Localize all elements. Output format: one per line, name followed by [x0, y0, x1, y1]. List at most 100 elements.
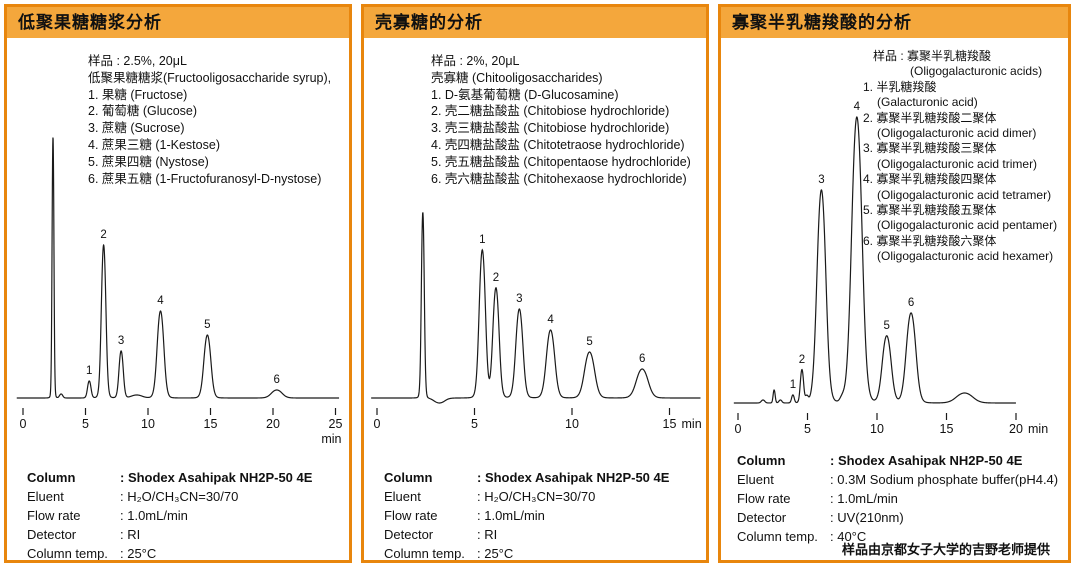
sample-line: 5. 蔗果四糖 (Nystose): [88, 154, 209, 169]
sample-line: 1. 半乳糖羧酸: [863, 79, 937, 94]
condition-value: : 0.3M Sodium phosphate buffer(pH4.4): [830, 472, 1059, 487]
sample-line: 1. D-氨基葡萄糖 (D-Glucosamine): [431, 87, 619, 102]
sample-line: 2. 壳二糖盐酸盐 (Chitobiose hydrochloride): [431, 104, 670, 119]
peak-label: 5: [586, 336, 592, 348]
condition-value: : UV(210nm): [830, 510, 904, 525]
condition-row: Flow rate: 1.0mL/min: [384, 506, 669, 525]
condition-value: : 1.0mL/min: [830, 491, 898, 506]
peak-label: 5: [204, 319, 210, 331]
condition-row: Flow rate : 1.0mL/min: [27, 506, 312, 525]
axis-tick-label: 5: [82, 417, 89, 431]
sample-line: 3. 壳三糖盐酸盐 (Chitobiose hydrochloride): [431, 121, 670, 136]
panel-oligogalacturonic-acids: 寡聚半乳糖羧酸的分析 0 5 10 15 20 min 1 2 3 4 5 6 样品 : 寡聚半乳糖羧…: [718, 4, 1071, 563]
condition-row: Detector: RI: [384, 525, 669, 544]
peak-label: 6: [908, 297, 914, 309]
condition-value: : 1.0mL/min: [120, 508, 188, 523]
condition-row: Column : Shodex Asahipak NH2P-50 4E: [384, 468, 669, 487]
condition-value: : 40°C: [830, 529, 867, 544]
condition-row: Eluent : 0.3M Sodium phosphate buffer(pH4…: [737, 470, 1058, 489]
analysis-conditions: Column: Shodex Asahipak NH2P-50 4E Eluent…: [737, 451, 1058, 546]
sample-line: 4. 蔗果三糖 (1-Kestose): [88, 137, 220, 152]
axis-unit-label: min: [1028, 422, 1048, 436]
analysis-conditions: Column : Shodex Asahipak NH2P-50 4E Eluent…: [384, 468, 669, 561]
peak-label: 4: [157, 295, 164, 307]
axis-tick-label: 20: [266, 417, 280, 431]
sample-line: (Oligogalacturonic acids): [910, 64, 1043, 79]
condition-label: Flow rate: [27, 508, 81, 523]
analysis-conditions: Column: Shodex Asahipak NH2P-50 4E Eluent…: [27, 468, 312, 561]
condition-value: : Shodex Asahipak NH2P-50 4E: [477, 470, 670, 485]
axis-tick-label: 20: [1009, 422, 1023, 436]
axis-tick-label: 10: [141, 417, 155, 431]
condition-row: Column temp. : 25°C: [27, 544, 312, 561]
condition-value: : 25°C: [477, 546, 514, 561]
condition-label: Column: [737, 453, 786, 468]
axis-tick-label: 15: [663, 417, 677, 431]
condition-label: Eluent: [737, 472, 774, 487]
condition-label: Detector: [27, 527, 77, 542]
sample-description: 样品 : 2%, 20μL 壳寡糖 (Chitooligosaccharides)…: [431, 53, 691, 187]
axis-tick-label: 0: [20, 417, 27, 431]
condition-label: Column temp.: [27, 546, 108, 561]
condition-row: Eluent: H₂O/CH₃CN=30/70: [384, 487, 669, 506]
condition-label: Flow rate: [737, 491, 791, 506]
peak-label: 1: [790, 379, 796, 391]
condition-value: : Shodex Asahipak NH2P-50 4E: [120, 470, 313, 485]
axis-tick-label: 0: [374, 417, 381, 431]
condition-row: Column: Shodex Asahipak NH2P-50 4E: [27, 468, 312, 487]
sample-line: 样品 : 2%, 20μL: [431, 54, 520, 68]
sample-line: 壳寡糖 (Chitooligosaccharides): [431, 70, 603, 85]
axis-tick-label: 15: [940, 422, 954, 436]
condition-value: : RI: [477, 527, 498, 542]
condition-label: Flow rate: [384, 508, 438, 523]
panel-title: 壳寡糖的分析: [364, 7, 706, 38]
chromatogram-plot: 0 5 10 15 min 1 2 3 4 5 6: [371, 212, 702, 431]
sample-line: 6. 寡聚半乳糖羧酸六聚体: [863, 233, 997, 248]
sample-line: 6. 蔗果五糖 (1-Fructofuranosyl-D-nystose): [88, 171, 322, 186]
condition-label: Eluent: [27, 489, 64, 504]
peak-label: 1: [479, 234, 485, 246]
peak-label: 3: [118, 335, 124, 347]
condition-row: Detector : RI: [27, 525, 312, 544]
panel-title: 寡聚半乳糖羧酸的分析: [721, 7, 1068, 38]
peak-label: 3: [818, 174, 824, 186]
sample-line: 5. 寡聚半乳糖羧酸五聚体: [863, 203, 997, 218]
condition-row: Flow rate : 1.0mL/min: [737, 489, 1058, 508]
condition-value: : 25°C: [120, 546, 157, 561]
peak-label: 2: [100, 229, 106, 241]
condition-value: : RI: [120, 527, 141, 542]
sample-line: (Oligogalacturonic acid dimer): [877, 126, 1037, 141]
sample-line: 5. 壳五糖盐酸盐 (Chitopentaose hydrochloride): [431, 154, 691, 169]
chromatogram-plot: 0 5 10 15 20 min 1 2 3 4 5 6: [733, 101, 1048, 436]
condition-label: Eluent: [384, 489, 421, 504]
condition-label: Detector: [737, 510, 787, 525]
sample-line: 样品 : 寡聚半乳糖羧酸: [873, 49, 992, 63]
condition-label: Column temp.: [737, 529, 818, 544]
chromatogram-trace: [371, 212, 701, 404]
sample-line: (Oligogalacturonic acid pentamer): [877, 218, 1058, 233]
condition-row: Eluent: H₂O/CH₃CN=30/70: [27, 487, 312, 506]
sample-line: 4. 壳四糖盐酸盐 (Chitotetraose hydrochloride): [431, 137, 685, 152]
axis-unit-label: min: [321, 432, 341, 446]
sample-line: (Galacturonic acid): [877, 95, 978, 110]
axis-tick-label: 15: [204, 417, 218, 431]
sample-line: 3. 寡聚半乳糖羧酸三聚体: [863, 141, 997, 156]
sample-line: 2. 葡萄糖 (Glucose): [88, 104, 198, 119]
axis-unit-label: min: [682, 417, 702, 431]
sample-line: (Oligogalacturonic acid trimer): [877, 156, 1038, 171]
axis-tick-label: 25: [329, 417, 343, 431]
axis-tick-label: 0: [735, 422, 742, 436]
condition-row: Column temp.: 25°C: [384, 544, 669, 561]
peak-label: 2: [799, 354, 805, 366]
panel-chitooligosaccharides: 壳寡糖的分析 0 5 10 15 min 1 2 3 4 5 6 样品 : 2%, 20μL 壳寡糖 …: [361, 4, 709, 563]
panel-title: 低聚果糖糖浆分析: [7, 7, 349, 38]
peak-label: 4: [854, 101, 861, 113]
sample-line: 1. 果糖 (Fructose): [88, 87, 188, 102]
axis-tick-label: 5: [471, 417, 478, 431]
sample-line: 3. 蔗糖 (Sucrose): [88, 121, 185, 136]
axis-tick-label: 5: [804, 422, 811, 436]
sample-line: 低聚果糖糖浆(Fructooligosaccharide syrup),: [88, 70, 332, 85]
condition-label: Column: [384, 470, 433, 485]
sample-line: 4. 寡聚半乳糖羧酸四聚体: [863, 172, 997, 187]
